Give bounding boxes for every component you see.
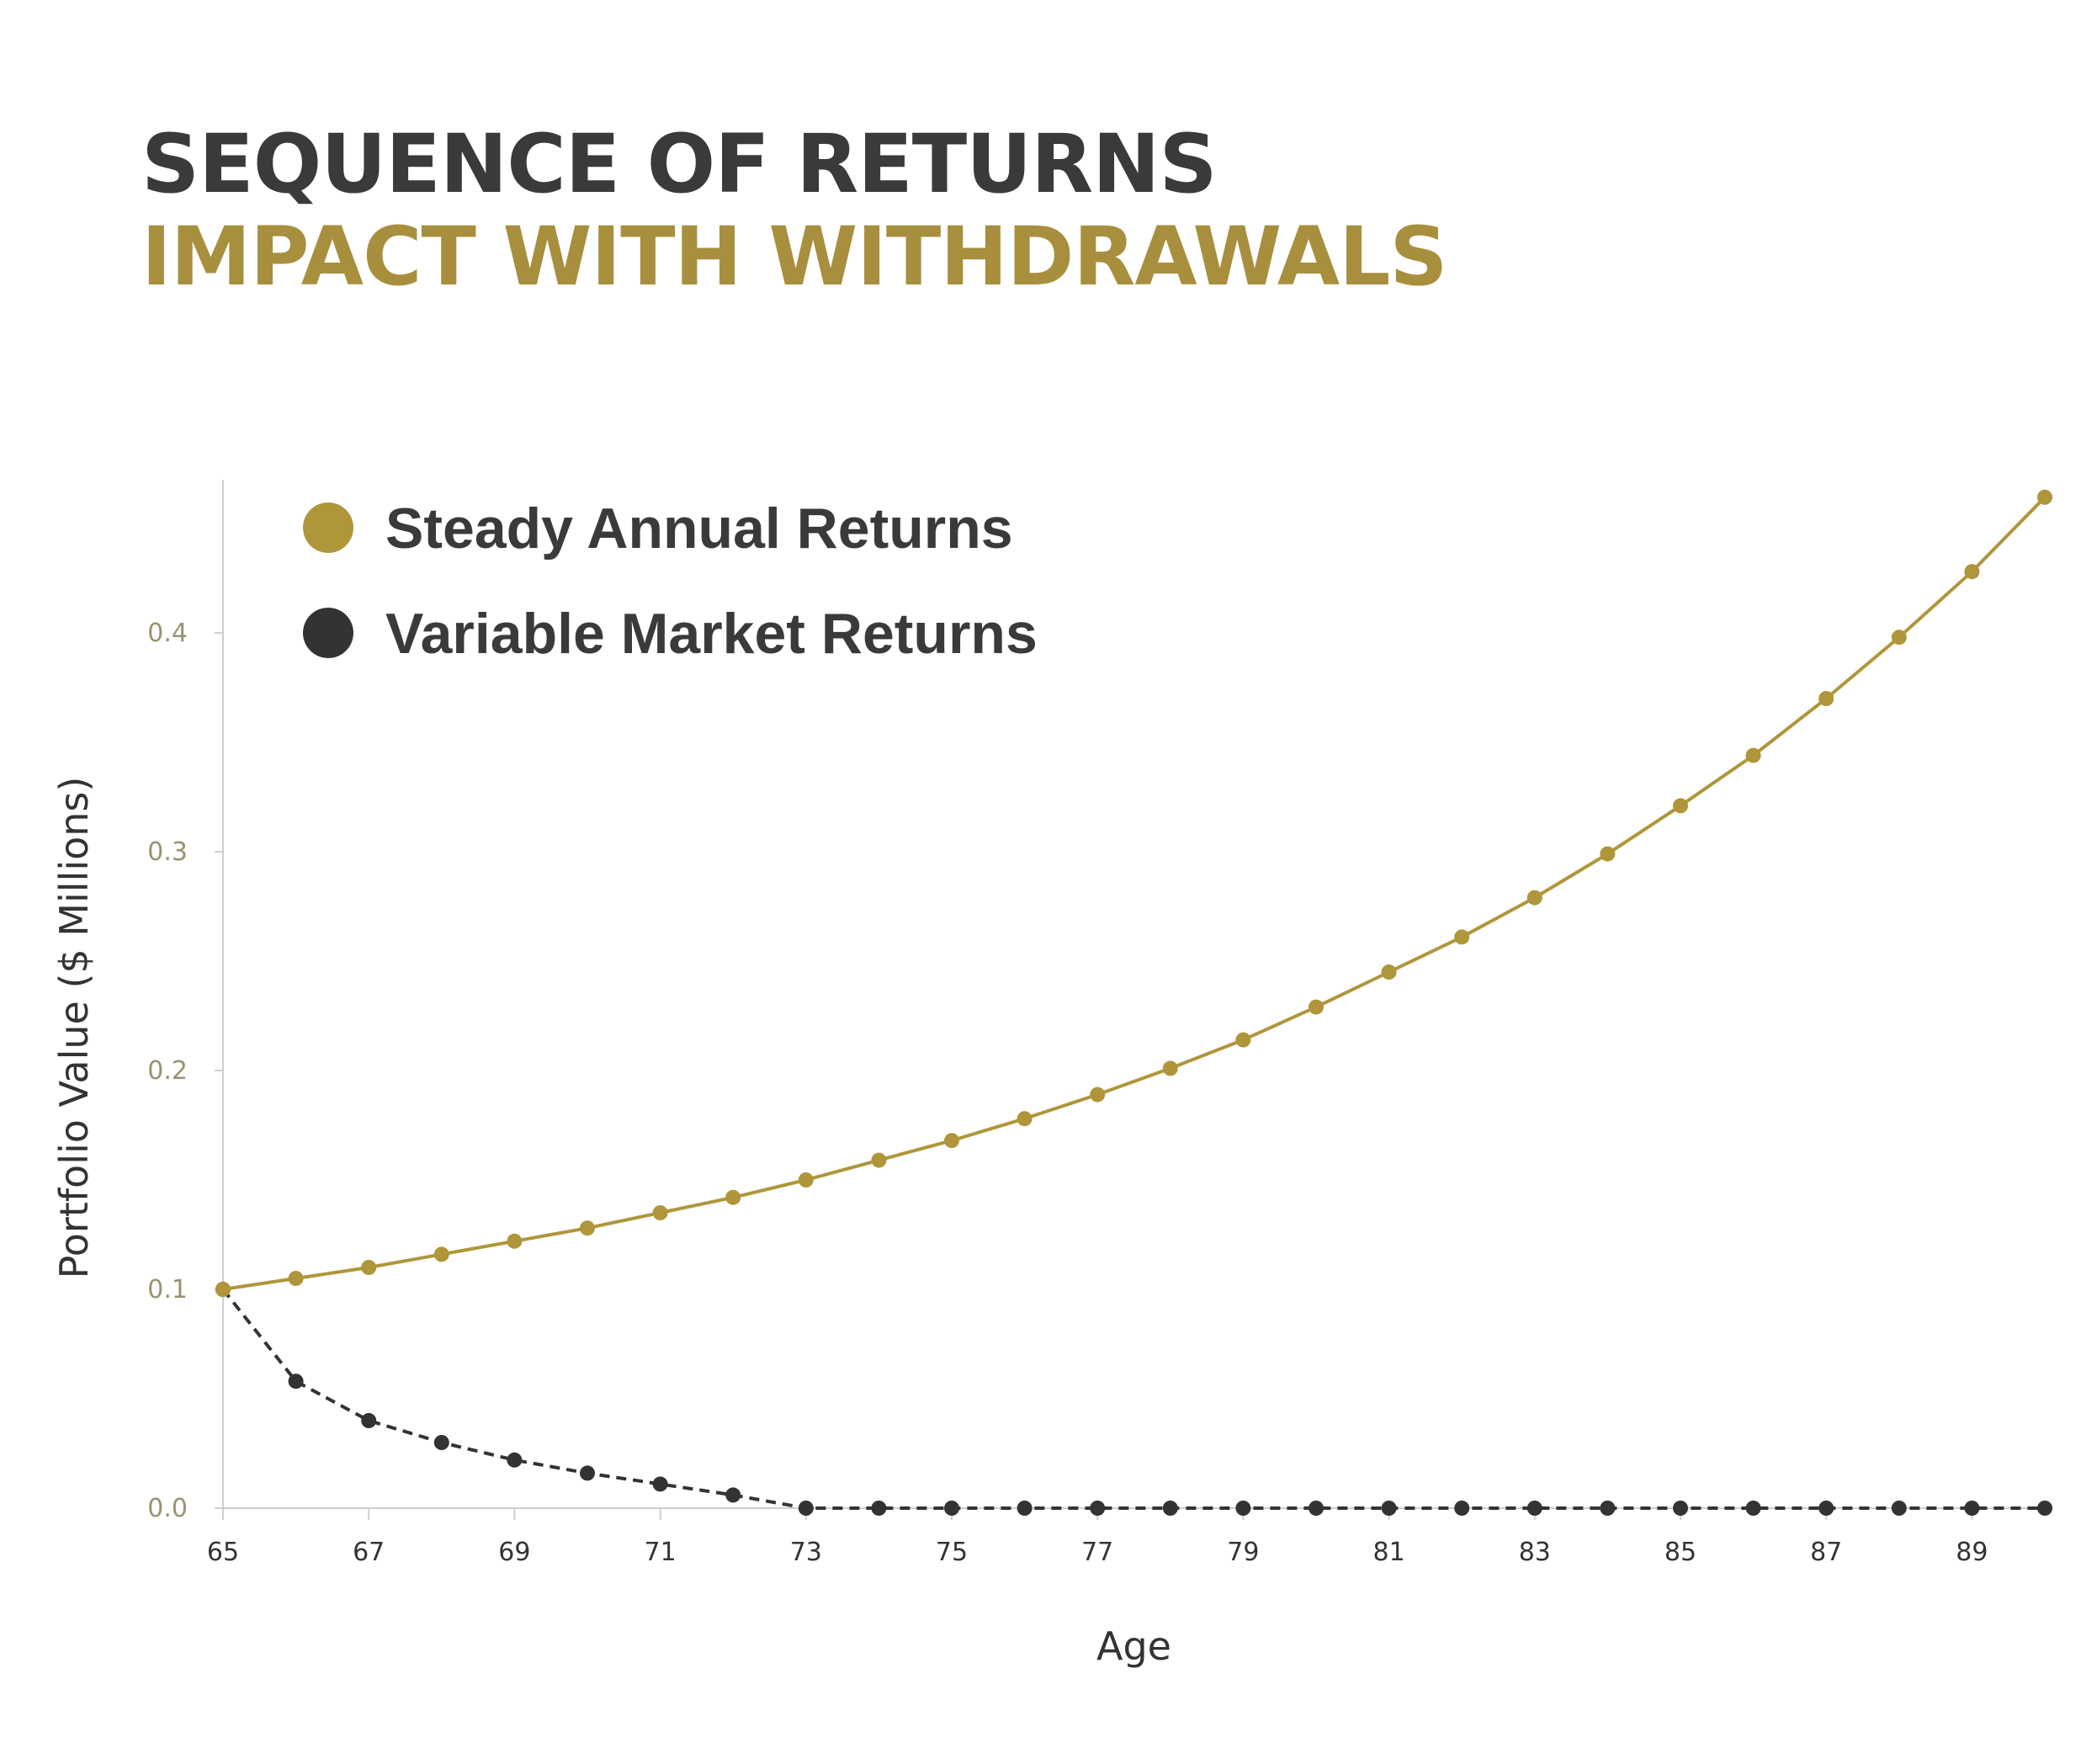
data-point-steady [507, 1233, 523, 1249]
x-axis-ticks: 65 67 69 71 73 75 77 79 81 83 85 87 89 [207, 1508, 1988, 1567]
data-point-steady [580, 1220, 595, 1236]
series-layer [215, 489, 2052, 1516]
y-tick-label: 0.3 [147, 837, 188, 867]
data-point-variable [1891, 1501, 1907, 1516]
legend-label-variable: Variable Market Returns [385, 602, 1038, 666]
data-point-steady [1673, 798, 1688, 814]
legend-label-steady: Steady Annual Returns [385, 497, 1013, 561]
y-tick-label: 0.4 [147, 619, 188, 648]
y-tick-label: 0.2 [147, 1056, 188, 1086]
x-tick-label: 79 [1227, 1538, 1259, 1567]
series-line-variable [221, 1288, 2045, 1510]
series-variable [215, 1282, 2052, 1516]
y-tick-label: 0.1 [147, 1275, 188, 1304]
series-line-steady [222, 496, 2047, 1291]
data-point-variable [1017, 1501, 1033, 1516]
data-point-variable [1162, 1501, 1178, 1516]
x-tick-label: 85 [1664, 1538, 1696, 1567]
data-point-steady [1017, 1111, 1033, 1127]
x-tick-label: 73 [790, 1538, 822, 1567]
data-point-steady [361, 1260, 377, 1275]
x-axis-title: Age [1096, 1623, 1171, 1669]
data-point-variable [361, 1413, 377, 1428]
data-point-steady [652, 1205, 668, 1220]
data-point-steady [433, 1246, 449, 1262]
data-point-steady [1381, 964, 1397, 980]
data-point-variable [1964, 1501, 1980, 1516]
y-axis-title: Portfolio Value ($ Millions) [51, 777, 97, 1279]
data-point-variable [288, 1373, 304, 1389]
data-point-steady [215, 1282, 231, 1297]
title-block: SEQUENCE OF RETURNS IMPACT WITH WITHDRAW… [141, 117, 1448, 304]
x-tick-label: 87 [1810, 1538, 1842, 1567]
data-point-steady [1891, 630, 1907, 646]
x-tick-label: 67 [353, 1538, 385, 1567]
data-point-variable [2037, 1501, 2052, 1516]
data-point-steady [871, 1152, 887, 1168]
x-tick-label: 69 [498, 1538, 530, 1567]
data-point-steady [1309, 999, 1324, 1015]
x-tick-label: 77 [1081, 1538, 1113, 1567]
x-tick-label: 71 [645, 1538, 677, 1567]
data-point-steady [1235, 1032, 1251, 1048]
data-point-variable [433, 1435, 449, 1450]
data-point-variable [1526, 1501, 1542, 1516]
data-point-steady [798, 1172, 814, 1188]
data-point-steady [288, 1271, 304, 1286]
data-point-steady [1964, 564, 1980, 580]
x-tick-label: 83 [1519, 1538, 1551, 1567]
chart-title: SEQUENCE OF RETURNS [141, 117, 1218, 211]
data-point-variable [725, 1487, 741, 1503]
y-axis-ticks: 0.0 0.1 0.2 0.3 0.4 [147, 619, 223, 1523]
data-point-steady [1454, 929, 1470, 945]
y-tick-label: 0.0 [147, 1494, 188, 1523]
x-tick-label: 89 [1956, 1538, 1988, 1567]
data-point-steady [1745, 747, 1761, 763]
series-steady [215, 489, 2052, 1297]
data-point-steady [2037, 489, 2052, 505]
chart-axes [222, 480, 2045, 1509]
legend-marker-steady [303, 502, 353, 553]
data-point-variable [1673, 1501, 1688, 1516]
data-point-variable [798, 1501, 814, 1516]
data-point-steady [1526, 890, 1542, 906]
data-point-steady [725, 1189, 741, 1205]
data-point-variable [1381, 1501, 1397, 1516]
x-tick-label: 81 [1373, 1538, 1405, 1567]
data-point-variable [1235, 1501, 1251, 1516]
data-point-variable [1309, 1501, 1324, 1516]
data-point-steady [1600, 846, 1616, 862]
legend-marker-variable [303, 608, 353, 658]
data-point-variable [1745, 1501, 1761, 1516]
data-point-variable [507, 1452, 523, 1468]
data-point-variable [652, 1476, 668, 1492]
data-point-variable [1090, 1501, 1106, 1516]
data-point-variable [1600, 1501, 1616, 1516]
data-point-variable [1454, 1501, 1470, 1516]
data-point-variable [871, 1501, 887, 1516]
data-point-variable [580, 1465, 595, 1481]
chart-subtitle: IMPACT WITH WITHDRAWALS [141, 210, 1448, 304]
data-point-variable [944, 1501, 959, 1516]
chart-legend: Steady Annual Returns Variable Market Re… [303, 497, 1038, 666]
data-point-steady [1818, 691, 1834, 706]
data-point-steady [944, 1133, 959, 1149]
x-tick-label: 75 [936, 1538, 968, 1567]
data-point-variable [1818, 1501, 1834, 1516]
data-point-steady [1090, 1087, 1106, 1102]
data-point-steady [1162, 1060, 1178, 1076]
x-tick-label: 65 [207, 1538, 239, 1567]
